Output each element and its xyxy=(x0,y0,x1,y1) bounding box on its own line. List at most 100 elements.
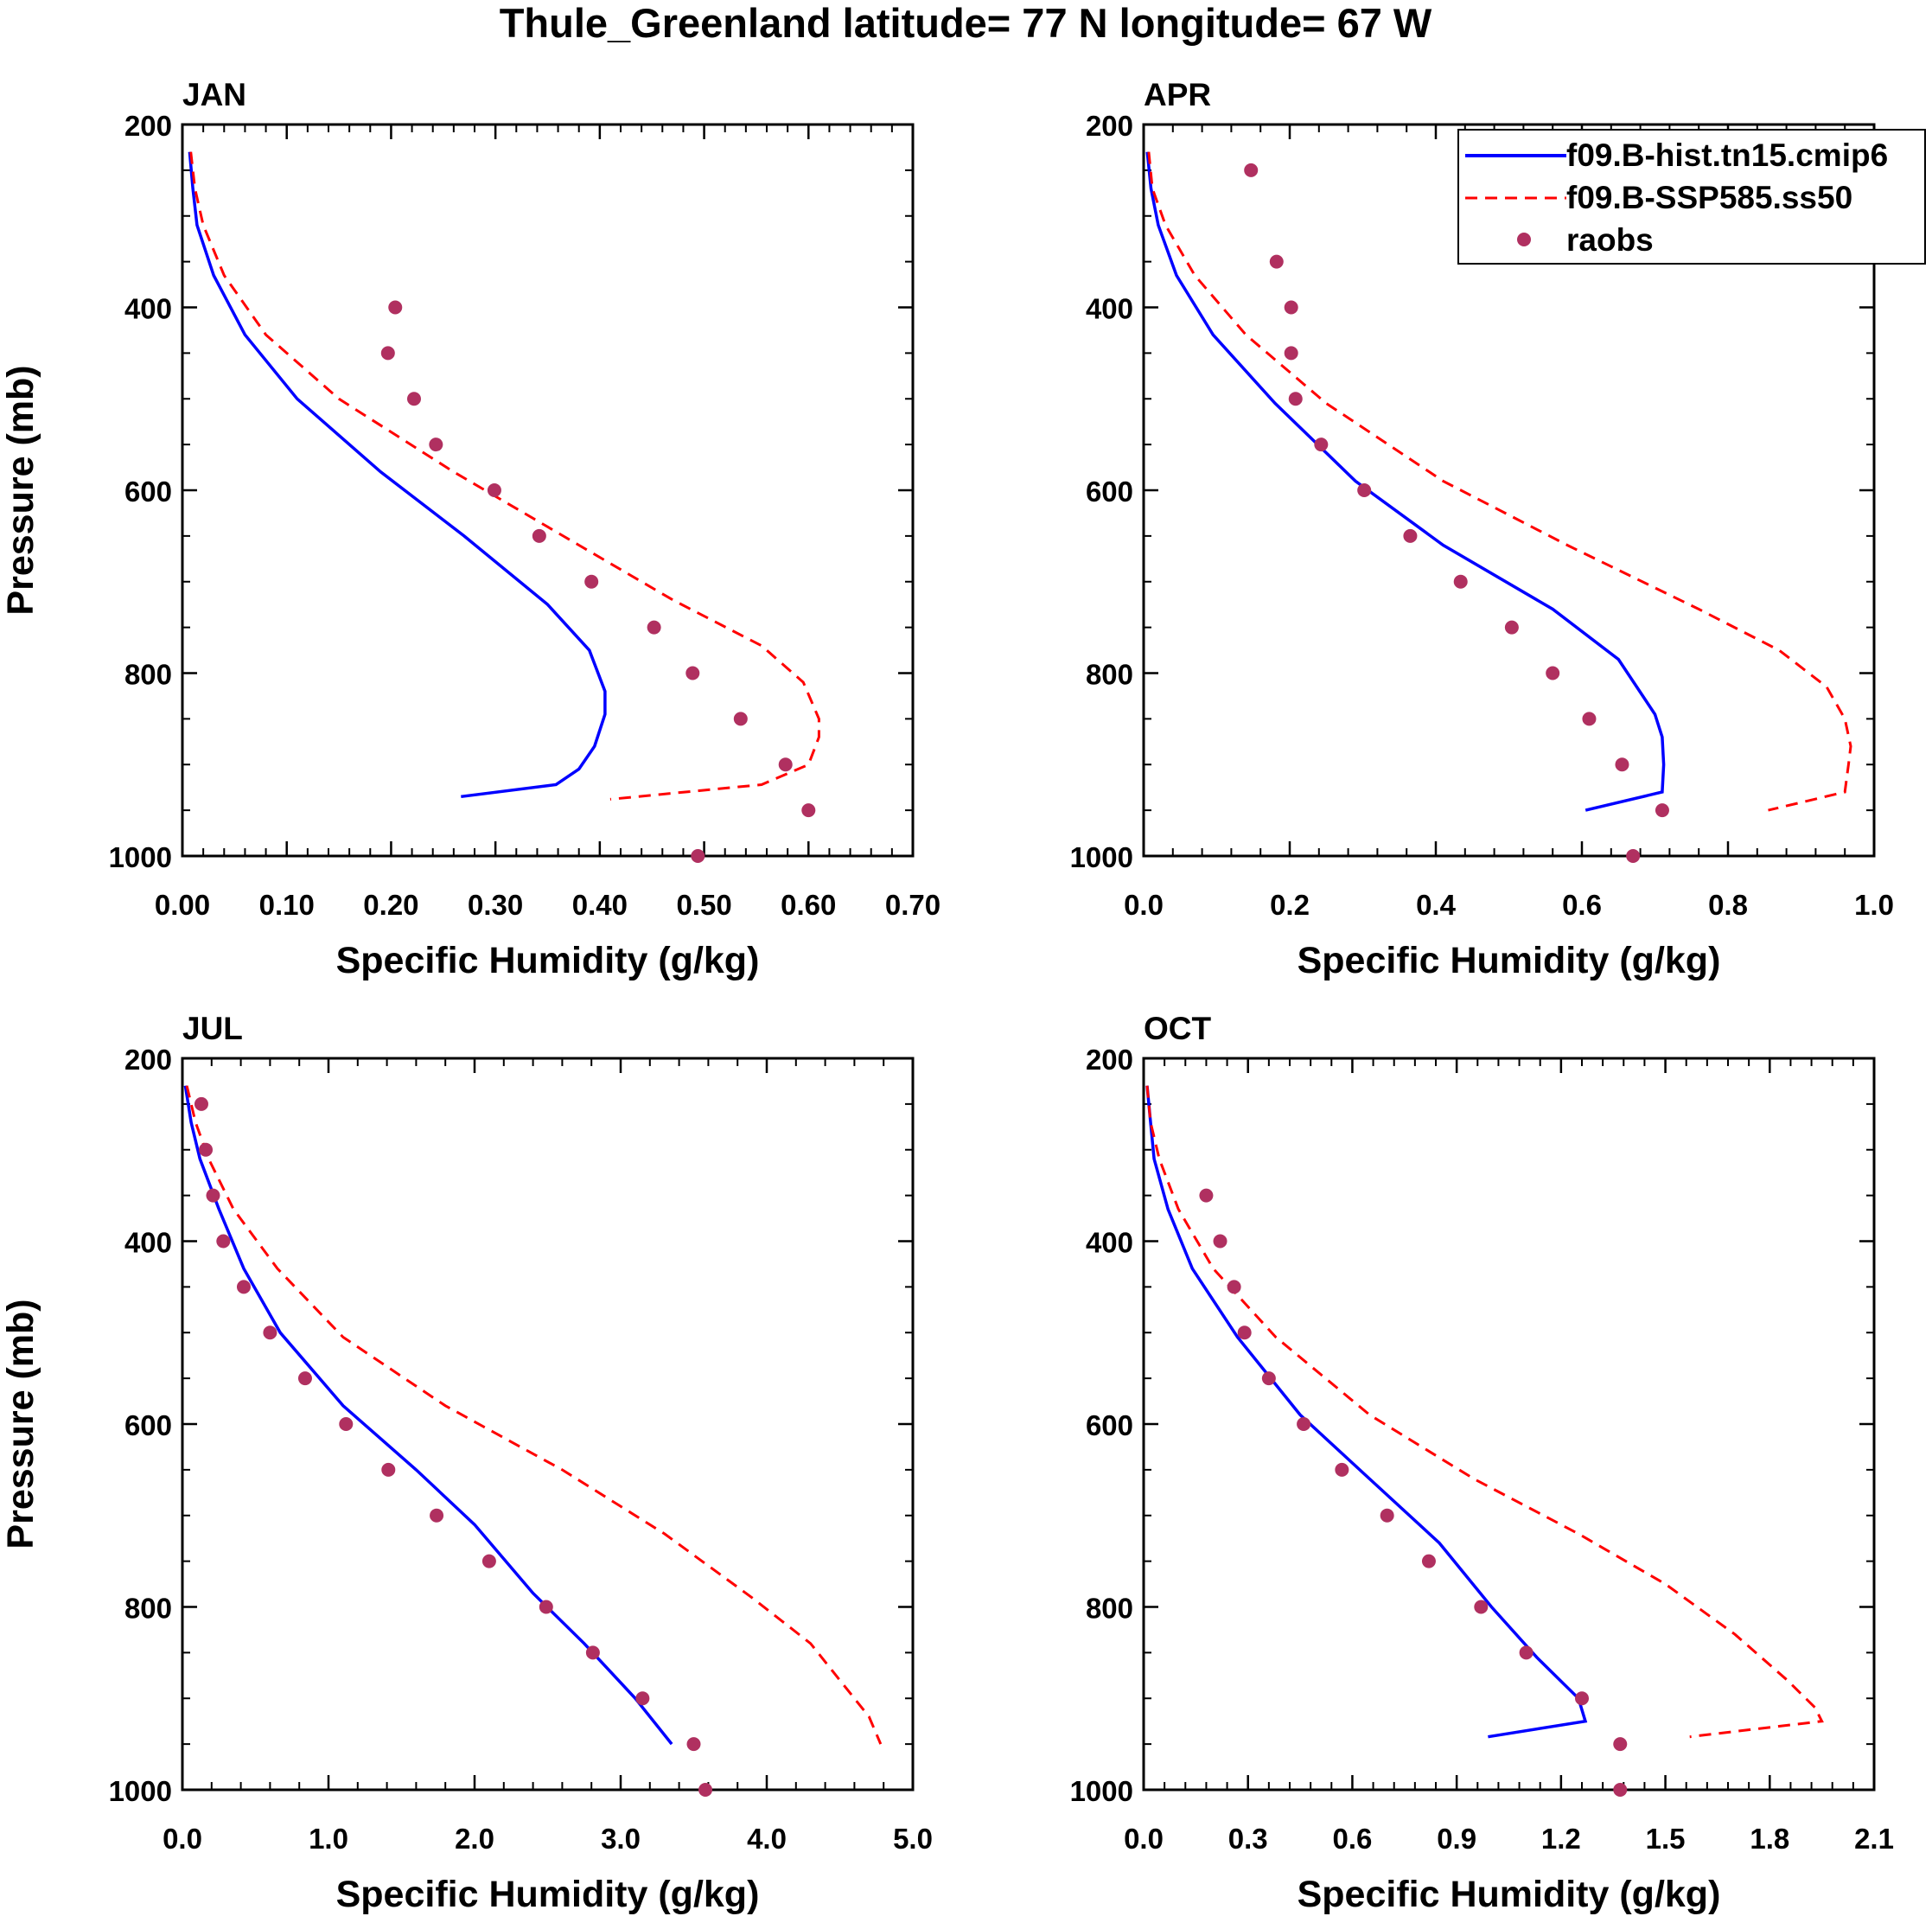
panel-title: JUL xyxy=(182,1011,243,1046)
plot-frame xyxy=(1142,1057,1876,1792)
x-tick-label: 0.6 xyxy=(1562,889,1602,921)
raobs-point xyxy=(1582,712,1597,726)
x-tick-label: 0.60 xyxy=(781,889,836,921)
hist-series-line xyxy=(188,151,607,799)
raobs-point xyxy=(1613,1783,1628,1797)
raobs-point xyxy=(698,1783,713,1797)
x-axis-label: Specific Humidity (g/kg) xyxy=(336,1874,760,1915)
y-tick-label: 400 xyxy=(1086,1227,1133,1259)
legend-label-ssp: f09.B-SSP585.ss50 xyxy=(1566,180,1852,215)
x-tick-label: 0.30 xyxy=(468,889,523,921)
raobs-point xyxy=(1453,574,1468,589)
y-tick-label: 600 xyxy=(1086,1409,1133,1441)
plot-frame xyxy=(181,123,915,858)
raobs-point xyxy=(1199,1188,1214,1203)
raobs-point xyxy=(1284,300,1298,315)
raobs-point xyxy=(635,1691,650,1706)
raobs-point xyxy=(1474,1600,1489,1614)
x-tick-label: 0.70 xyxy=(885,889,940,921)
raobs-point xyxy=(199,1142,214,1157)
raobs-point xyxy=(1655,803,1669,818)
y-tick-label: 200 xyxy=(124,1044,172,1076)
raobs-point xyxy=(1269,254,1284,269)
raobs-point xyxy=(585,1645,600,1660)
legend-label-hist: f09.B-hist.tn15.cmip6 xyxy=(1566,137,1888,173)
raobs-point xyxy=(1504,620,1519,635)
raobs-point xyxy=(1213,1234,1227,1249)
raobs-point xyxy=(481,1554,496,1568)
x-tick-label: 0.4 xyxy=(1416,889,1457,921)
raobs-point xyxy=(263,1325,277,1340)
ssp-series-line xyxy=(185,1085,883,1745)
plot-frame xyxy=(181,1057,915,1792)
x-tick-label: 1.0 xyxy=(309,1823,348,1855)
raobs-point xyxy=(1297,1417,1311,1431)
y-tick-label: 1000 xyxy=(1070,1775,1133,1807)
y-tick-label: 600 xyxy=(124,1409,172,1441)
y-tick-label: 200 xyxy=(1086,110,1133,142)
y-tick-label: 200 xyxy=(1086,1044,1133,1076)
raobs-point xyxy=(686,1737,701,1752)
raobs-point xyxy=(380,346,395,361)
raobs-point xyxy=(685,666,700,680)
x-tick-label: 1.5 xyxy=(1646,1823,1686,1855)
raobs-point xyxy=(1357,483,1372,497)
panel-title: OCT xyxy=(1144,1011,1212,1046)
raobs-point xyxy=(1380,1508,1394,1523)
raobs-point xyxy=(194,1096,208,1111)
x-tick-label: 1.2 xyxy=(1541,1823,1581,1855)
legend-swatch-raobs xyxy=(1517,233,1531,246)
ssp-series-line xyxy=(1147,151,1852,812)
y-tick-label: 1000 xyxy=(109,1775,172,1807)
legend-label-raobs: raobs xyxy=(1566,222,1654,258)
x-tick-label: 0.3 xyxy=(1228,1823,1268,1855)
raobs-point xyxy=(532,528,546,543)
raobs-point xyxy=(206,1188,220,1203)
raobs-point xyxy=(1519,1645,1533,1660)
x-tick-label: 2.0 xyxy=(455,1823,494,1855)
raobs-point xyxy=(1237,1325,1252,1340)
x-tick-label: 3.0 xyxy=(601,1823,641,1855)
raobs-point xyxy=(430,1508,444,1523)
x-tick-label: 0.0 xyxy=(1124,1823,1164,1855)
x-tick-label: 0.50 xyxy=(676,889,731,921)
x-tick-label: 0.0 xyxy=(1124,889,1164,921)
raobs-point xyxy=(1288,392,1303,406)
legend: f09.B-hist.tn15.cmip6 f09.B-SSP585.ss50 … xyxy=(1457,129,1926,265)
y-tick-label: 1000 xyxy=(109,841,172,873)
raobs-point xyxy=(406,392,421,406)
panel-oct: 0.0 0.3 0.6 0.9 1.2 1.5 1.8 2.1 200 400 600 800 1000… xyxy=(1070,1011,1894,1915)
raobs-point xyxy=(1421,1554,1436,1568)
raobs-point xyxy=(1626,849,1641,863)
x-tick-label: 0.40 xyxy=(572,889,628,921)
y-tick-label: 1000 xyxy=(1070,841,1133,873)
panel-jan: 0.00 0.10 0.20 0.30 0.40 0.50 0.60 0.70 200 400 60… xyxy=(0,77,940,981)
x-tick-label: 4.0 xyxy=(747,1823,787,1855)
x-tick-label: 0.20 xyxy=(363,889,418,921)
y-tick-label: 800 xyxy=(1086,659,1133,691)
x-tick-label: 1.0 xyxy=(1854,889,1894,921)
raobs-point xyxy=(801,803,816,818)
y-tick-label: 800 xyxy=(1086,1593,1133,1625)
raobs-point xyxy=(339,1417,354,1431)
raobs-point xyxy=(1227,1280,1241,1294)
y-tick-label: 400 xyxy=(1086,293,1133,325)
ssp-series-line xyxy=(189,151,820,801)
raobs-point xyxy=(1314,438,1329,452)
raobs-point xyxy=(778,757,793,772)
x-tick-label: 1.8 xyxy=(1750,1823,1789,1855)
x-tick-label: 0.0 xyxy=(163,1823,202,1855)
hist-series-line xyxy=(183,1085,673,1746)
raobs-point xyxy=(388,300,403,315)
y-tick-label: 200 xyxy=(124,110,172,142)
raobs-point xyxy=(1261,1371,1276,1386)
ssp-series-line xyxy=(1145,1085,1824,1739)
x-tick-label: 0.8 xyxy=(1708,889,1748,921)
y-tick-label: 600 xyxy=(124,476,172,508)
raobs-point xyxy=(487,483,501,497)
y-tick-label: 600 xyxy=(1086,476,1133,508)
y-tick-label: 800 xyxy=(124,659,172,691)
raobs-point xyxy=(236,1280,251,1294)
raobs-point xyxy=(733,712,748,726)
raobs-point xyxy=(584,574,599,589)
